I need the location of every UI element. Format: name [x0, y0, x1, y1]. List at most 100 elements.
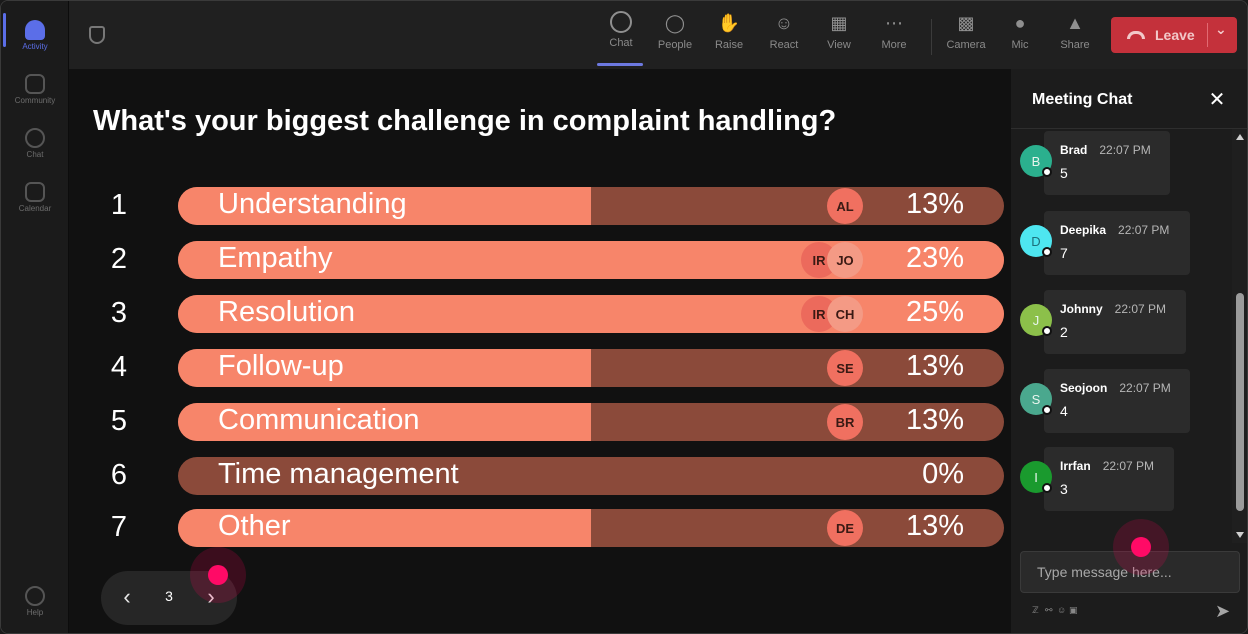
message-sender: Seojoon	[1060, 381, 1108, 395]
scroll-thumb[interactable]	[1236, 293, 1244, 511]
meeting-toolbar: Chat ◯ People ✋ Raise ☺ React ▦ View ⋯ M…	[69, 1, 1247, 69]
person-icon: ◯	[664, 12, 686, 33]
leave-button[interactable]: Leave ⌄	[1111, 17, 1237, 53]
poll-option-number: 4	[110, 351, 128, 383]
avatar-initial: J	[1032, 312, 1040, 328]
chevron-left-icon[interactable]: ‹	[123, 584, 131, 609]
avatar[interactable]: J	[1020, 304, 1052, 336]
rail-active-indicator	[3, 13, 6, 47]
avatar-initial: S	[1031, 391, 1041, 407]
scroll-down-arrow-icon[interactable]	[1236, 532, 1244, 538]
rail-item-label: Calendar	[18, 203, 52, 213]
attach-icon[interactable]: ⚯	[1045, 605, 1053, 615]
poll-option-row: 4 Follow-up 13% SE	[69, 349, 1011, 387]
view-button-label: View	[827, 39, 851, 51]
poll-result-fill	[178, 295, 1004, 333]
voter-avatar: DE	[827, 510, 863, 546]
message-bubble: Irrfan 22:07 PM 3	[1044, 447, 1174, 511]
chat-scrollbar[interactable]	[1232, 129, 1247, 543]
raise-button-label: Raise	[714, 39, 744, 51]
poll-option-number: 2	[110, 243, 128, 275]
rail-item-chat[interactable]: Chat	[1, 117, 69, 169]
send-icon[interactable]: ➤	[1215, 601, 1231, 621]
poll-result-bar: Communication 13%	[178, 403, 1004, 441]
share-screen-icon: ▲	[1066, 12, 1084, 33]
poll-option-percent: 13%	[905, 510, 964, 542]
avatar[interactable]: B	[1020, 145, 1052, 177]
rail-item-activity[interactable]: Activity	[1, 9, 69, 61]
message-sender: Deepika	[1060, 223, 1107, 237]
chat-message: Johnny 22:07 PM 2 J	[1011, 290, 1247, 354]
avatar[interactable]: D	[1020, 225, 1052, 257]
message-input[interactable]	[1021, 552, 1239, 592]
avatar-initial: D	[1031, 233, 1041, 249]
poll-option-label: Other	[218, 510, 291, 542]
scroll-up-arrow-icon[interactable]	[1236, 134, 1244, 140]
rail-item-community[interactable]: Community	[1, 63, 69, 115]
chat-message: Deepika 22:07 PM 7 D	[1011, 211, 1247, 275]
emoji-icon[interactable]: ☺	[1057, 605, 1067, 615]
chat-button[interactable]: Chat	[595, 11, 647, 61]
view-button[interactable]: ▦ View	[813, 11, 865, 61]
poll-result-fill	[178, 509, 591, 547]
avatar[interactable]: I	[1020, 461, 1052, 493]
avatar[interactable]: S	[1020, 383, 1052, 415]
format-icon[interactable]: ℤ	[1032, 605, 1039, 615]
message-timestamp: 22:07 PM	[1102, 459, 1155, 473]
meeting-chat-panel: Meeting Chat ✕ Brad 22:07 PM 5 B Deepika 22:0…	[1011, 69, 1247, 633]
close-icon[interactable]: ✕	[1208, 89, 1226, 111]
poll-result-bar: Resolution 25%	[178, 295, 1004, 333]
message-text: 4	[1060, 403, 1068, 419]
voter-avatar: AL	[827, 188, 863, 224]
message-timestamp: 22:07 PM	[1114, 302, 1167, 316]
poll-option-row: 2 Empathy 23% IR JO	[69, 241, 1011, 279]
poll-option-label: Resolution	[218, 296, 356, 328]
shield-icon[interactable]	[89, 26, 105, 44]
share-button[interactable]: ▲ Share	[1049, 11, 1101, 61]
toolbar-divider	[931, 19, 932, 55]
chevron-down-icon[interactable]: ⌄	[1215, 21, 1227, 37]
chat-icon	[25, 127, 45, 148]
poll-option-row: 7 Other 13% DE	[69, 509, 1011, 547]
poll-result-bar: Follow-up 13%	[178, 349, 1004, 387]
mic-button-label: Mic	[1011, 39, 1029, 51]
chevron-right-icon[interactable]: ›	[207, 584, 215, 609]
poll-result-bar: Empathy 23%	[178, 241, 1004, 279]
presence-status-icon	[1042, 405, 1052, 415]
poll-option-percent: 13%	[905, 404, 964, 436]
poll-option-label: Follow-up	[218, 350, 344, 382]
raise-hand-button[interactable]: ✋ Raise	[703, 11, 755, 61]
gif-icon[interactable]: ▣	[1069, 605, 1078, 615]
react-button[interactable]: ☺ React	[758, 11, 810, 61]
rail-item-help[interactable]: Help	[1, 575, 69, 627]
more-button[interactable]: ⋯ More	[868, 11, 920, 61]
mic-button[interactable]: ● Mic	[994, 11, 1046, 61]
phone-hangup-icon	[1127, 31, 1145, 39]
chat-message: Seojoon 22:07 PM 4 S	[1011, 369, 1247, 433]
bell-icon	[25, 19, 45, 40]
poll-result-bar: Understanding 13%	[178, 187, 1004, 225]
message-sender: Johnny	[1060, 302, 1103, 316]
poll-result-bar: Other 13%	[178, 509, 1004, 547]
message-bubble: Brad 22:07 PM 5	[1044, 131, 1170, 195]
message-timestamp: 22:07 PM	[1119, 381, 1171, 395]
poll-option-number: 1	[110, 189, 128, 221]
voter-avatar: JO	[827, 242, 863, 278]
message-compose-box[interactable]	[1020, 551, 1240, 593]
rail-item-label: Chat	[26, 149, 44, 159]
message-text: 5	[1060, 165, 1068, 181]
rail-item-calendar[interactable]: Calendar	[1, 171, 69, 223]
hand-icon: ✋	[717, 12, 741, 33]
poll-option-label: Time management	[218, 458, 459, 490]
community-icon	[25, 73, 45, 94]
rail-item-label: Help	[26, 607, 44, 617]
message-timestamp: 22:07 PM	[1118, 223, 1170, 237]
message-sender: Irrfan	[1060, 459, 1091, 473]
page-number: 3	[165, 588, 173, 604]
camera-button[interactable]: ▩ Camera	[940, 11, 992, 61]
people-button[interactable]: ◯ People	[649, 11, 701, 61]
app-rail: Activity Community Chat Calendar Help	[1, 1, 69, 633]
poll-result-bar: Time management 0%	[178, 457, 1004, 495]
message-bubble: Johnny 22:07 PM 2	[1044, 290, 1186, 354]
